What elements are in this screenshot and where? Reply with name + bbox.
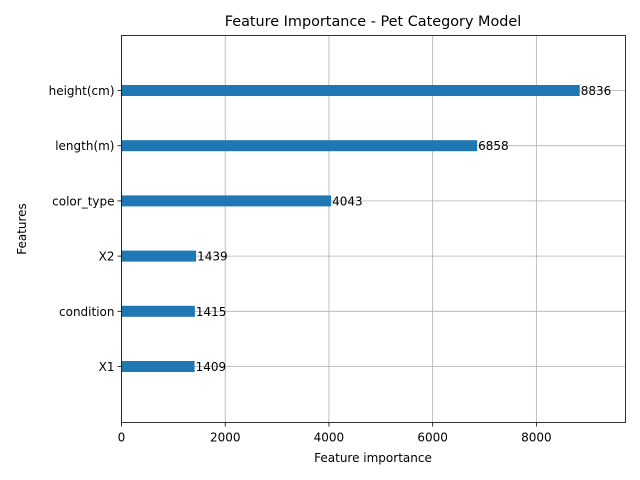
data-label: 1409 [196, 360, 227, 374]
plot-frame [121, 35, 626, 423]
y-tick-label: height(cm) [49, 84, 115, 98]
bar [121, 85, 580, 96]
data-label: 1415 [196, 305, 227, 319]
y-tick-label: X1 [99, 360, 115, 374]
bar [121, 305, 195, 317]
ticks: 0 2000 4000 6000 8000 height(cm) length(m) colo… [49, 84, 552, 445]
data-label: 8836 [581, 84, 612, 98]
data-label: 6858 [478, 139, 509, 153]
data-label: 1439 [197, 250, 228, 264]
x-axis-label: Feature importance [314, 451, 432, 465]
bar [121, 195, 332, 207]
y-tick-label: length(m) [55, 139, 114, 153]
x-tick-label: 8000 [521, 431, 552, 445]
x-tick-label: 2000 [210, 431, 241, 445]
x-tick-label: 0 [118, 431, 126, 445]
y-axis-label: Features [15, 203, 29, 255]
chart-title: Feature Importance - Pet Category Model [225, 14, 522, 30]
y-tick-label: color_type [52, 194, 114, 208]
bar [121, 140, 478, 152]
y-tick-label: X2 [99, 250, 115, 264]
bar [121, 250, 197, 262]
x-tick-label: 6000 [417, 431, 448, 445]
bars [121, 85, 580, 372]
data-label: 4043 [332, 194, 363, 208]
data-labels: 8836 6858 4043 1439 1415 1409 [196, 84, 612, 374]
y-tick-label: condition [59, 305, 114, 319]
bar [121, 361, 195, 372]
x-tick-label: 4000 [314, 431, 345, 445]
